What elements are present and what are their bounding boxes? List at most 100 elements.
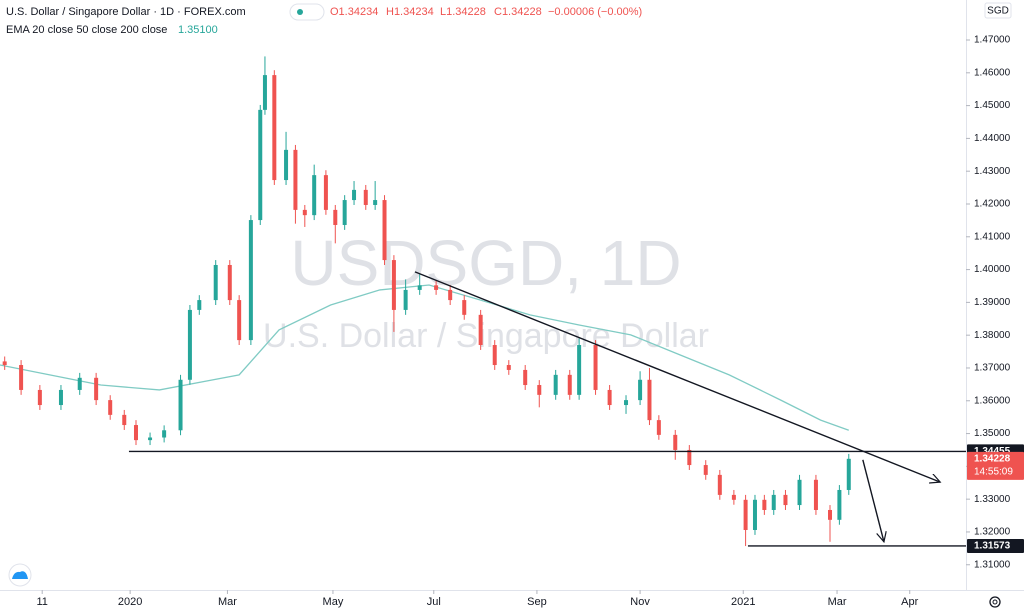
candle-body [846, 458, 851, 490]
x-tick-label: 2021 [731, 596, 755, 608]
x-tick-label: Apr [901, 596, 918, 608]
settings-icon[interactable] [989, 596, 1001, 608]
y-tick-label: 1.42000 [974, 199, 1011, 210]
price-label: 1.34228 [974, 454, 1011, 465]
y-tick-label: 1.45000 [974, 100, 1011, 111]
candle-body [391, 260, 396, 310]
candle-body [133, 425, 138, 441]
status-dot [297, 9, 303, 15]
status-pill[interactable] [289, 3, 325, 21]
currency-label: SGD [987, 6, 1009, 17]
ohlc-change: −0.00006 (−0.00%) [548, 6, 642, 18]
candle-body [492, 345, 497, 366]
gear[interactable] [989, 596, 1001, 608]
candle-body [373, 200, 378, 205]
candle-body [624, 400, 629, 406]
candle-body [403, 289, 408, 310]
candle-body [108, 400, 113, 415]
y-tick-label: 1.33000 [974, 494, 1011, 505]
trend-arrow[interactable] [862, 459, 884, 542]
y-tick-label: 1.46000 [974, 67, 1011, 78]
candle-body [342, 200, 347, 225]
logo-cloud [12, 571, 28, 579]
candle-body [506, 365, 511, 370]
candle-body [94, 377, 99, 401]
candle-body [813, 479, 818, 510]
candle-body [417, 285, 422, 290]
y-tick-label: 1.38000 [974, 330, 1011, 341]
candle-body [187, 309, 192, 380]
candle-body [382, 200, 387, 261]
candle-body [248, 220, 253, 341]
candle-body [462, 300, 467, 315]
candle-body [272, 75, 277, 181]
y-tick-label: 1.32000 [974, 527, 1011, 538]
candle-body [752, 499, 757, 530]
candle-body [837, 489, 842, 520]
candle-body [77, 377, 82, 390]
price-label-box [967, 451, 1024, 480]
candle-body [647, 379, 652, 421]
candle-body [731, 494, 736, 500]
header: U.S. Dollar / Singapore Dollar · 1D · FO… [6, 2, 1012, 36]
candle-body [743, 499, 748, 530]
x-tick-label: Mar [218, 596, 237, 608]
y-tick-label: 1.31000 [974, 559, 1011, 570]
y-tick-label: 1.40000 [974, 264, 1011, 275]
gear-hub [992, 599, 998, 605]
indicator-name: EMA 20 close 50 close 200 close [6, 24, 167, 36]
x-tick-label: Mar [828, 596, 847, 608]
x-tick-label: 2020 [118, 596, 142, 608]
candle-body [607, 389, 612, 406]
ohlc-low: L1.34228 [440, 6, 486, 18]
symbol-title: U.S. Dollar / Singapore Dollar · 1D · FO… [6, 6, 246, 18]
y-tick-label: 1.47000 [974, 35, 1011, 46]
ema-line [0, 284, 849, 431]
candle-body [122, 414, 127, 426]
candle-body [237, 300, 242, 341]
candle-body [227, 264, 232, 301]
candle-body [593, 345, 598, 390]
y-tick-label: 1.43000 [974, 166, 1011, 177]
candle-body [717, 474, 722, 495]
candle-body [333, 209, 338, 225]
watermark-symbol: USDSGD, 1D [290, 227, 681, 299]
candle-body [797, 479, 802, 506]
candle-body [567, 374, 572, 395]
candle-body [19, 365, 24, 390]
candle-body [687, 449, 692, 466]
x-tick-label: Jul [427, 596, 441, 608]
candle-body [553, 374, 558, 395]
candle-body [148, 437, 153, 441]
candle-body [162, 430, 167, 438]
candle-body [448, 289, 453, 301]
x-tick-label: Nov [630, 596, 650, 608]
currency-button[interactable] [984, 2, 1012, 19]
candle-body [638, 379, 643, 401]
candle-body [577, 345, 582, 395]
trend-arrow[interactable] [414, 271, 940, 482]
ohlc-open: O1.34234 [330, 6, 378, 18]
candle-body [523, 369, 528, 386]
logo [8, 563, 32, 587]
y-tick-label: 1.37000 [974, 363, 1011, 374]
y-tick-label: 1.44000 [974, 133, 1011, 144]
candle-body [58, 389, 63, 406]
price-label: 1.31573 [974, 541, 1011, 552]
y-tick-label: 1.36000 [974, 395, 1011, 406]
candle-body [703, 465, 708, 475]
plot-area [0, 56, 966, 547]
x-tick-label: May [323, 596, 344, 608]
candle-body [284, 149, 289, 181]
candle-body [37, 389, 42, 406]
price-label-box [967, 538, 1024, 553]
candle-body [537, 385, 542, 395]
candle-body [178, 379, 183, 431]
candle-body [197, 300, 202, 310]
candle-body [2, 361, 7, 366]
x-tick-label: 11 [36, 596, 47, 608]
candle-body [293, 149, 298, 210]
candle-body [363, 189, 368, 205]
